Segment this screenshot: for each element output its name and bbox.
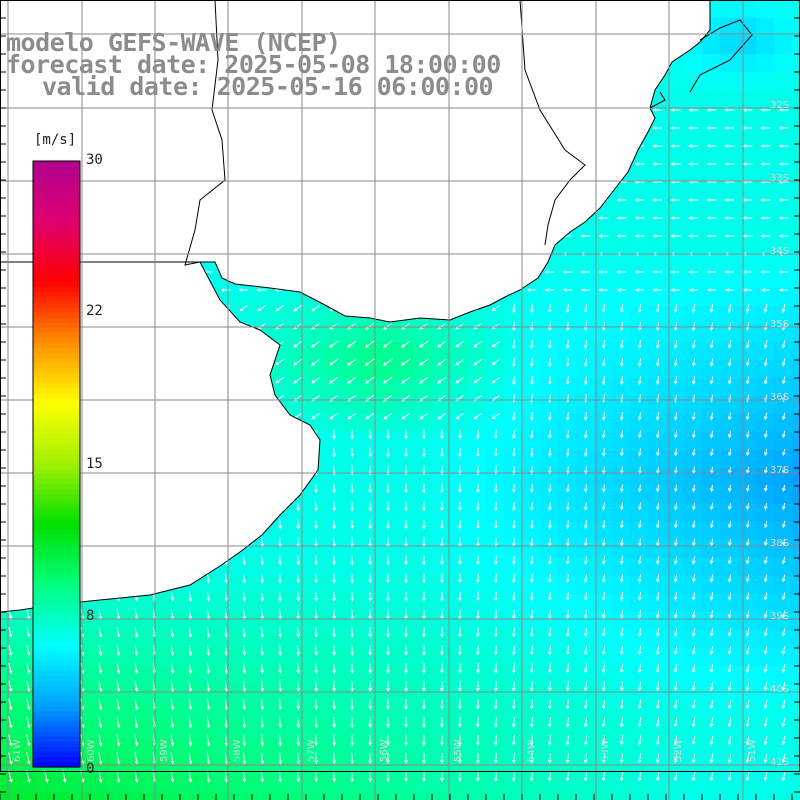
lon-label: 61W (12, 739, 23, 762)
lon-label: 52W (673, 739, 684, 762)
lon-label: 57W (306, 739, 317, 762)
colorbar-tick-0: 0 (86, 761, 95, 777)
lat-label: 35S (770, 319, 790, 330)
colorbar-tick-30: 30 (86, 152, 103, 168)
land-polygon (0, 0, 710, 612)
lon-label: 54W (526, 739, 537, 762)
lon-label: 55W (453, 739, 464, 762)
colorbar (32, 160, 81, 768)
lat-label: 36S (770, 392, 790, 403)
colorbar-tick-8: 8 (86, 608, 95, 624)
lat-label: 37S (770, 465, 790, 476)
lat-label: 40S (770, 684, 790, 695)
colorbar-tick-22: 22 (86, 303, 103, 319)
colorbar-tick-15: 15 (86, 456, 103, 472)
lat-label: 39S (770, 611, 790, 622)
land-area (0, 0, 710, 612)
lat-label: 33S (770, 173, 790, 184)
title-forecast-date: forecast date: 2025-05-08 18:00:00 (6, 50, 501, 79)
lon-label: 51W (747, 739, 758, 762)
title-model: modelo GEFS-WAVE (NCEP) (6, 28, 341, 57)
lon-label: 59W (159, 739, 170, 762)
lat-label: 34S (770, 246, 790, 257)
lon-label: 53W (600, 739, 611, 762)
colorbar-unit: [m/s] (34, 132, 77, 148)
lon-label: 58W (232, 739, 243, 762)
lat-label: 41S (770, 757, 790, 768)
lon-label: 60W (86, 739, 97, 762)
lat-label: 32S (770, 100, 790, 111)
lat-label: 38S (770, 538, 790, 549)
title-valid-date: valid date: 2025-05-16 06:00:00 (42, 72, 494, 101)
lon-label: 56W (379, 739, 390, 762)
